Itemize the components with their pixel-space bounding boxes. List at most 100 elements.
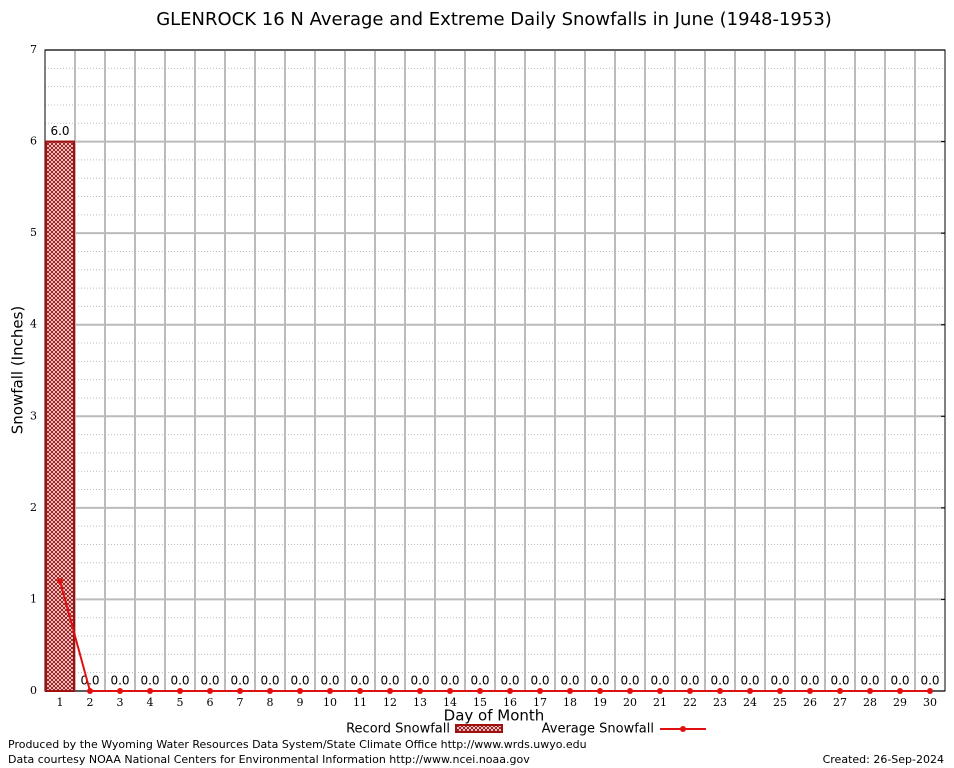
- average-marker: [627, 688, 633, 694]
- x-tick-label: 20: [623, 696, 637, 709]
- legend-swatch: [455, 724, 503, 733]
- average-marker: [117, 688, 123, 694]
- footer: Created: 26-Sep-2024: [823, 753, 944, 766]
- average-marker: [597, 688, 603, 694]
- average-marker: [57, 578, 63, 585]
- x-tick-label: 28: [863, 696, 877, 709]
- x-tick-label: 5: [177, 696, 184, 709]
- x-tick-label: 17: [533, 696, 547, 709]
- y-tick-label: 1: [30, 592, 37, 605]
- value-label: 0.0: [140, 674, 159, 688]
- y-tick-label: 4: [30, 318, 37, 331]
- y-tick-label: 2: [30, 501, 37, 514]
- value-label: 0.0: [800, 674, 819, 688]
- value-label: 0.0: [200, 674, 219, 688]
- average-marker: [777, 688, 783, 694]
- y-tick-label: 5: [30, 226, 37, 239]
- x-tick-label: 2: [87, 696, 94, 709]
- x-tick-label: 8: [267, 696, 274, 709]
- value-label: 0.0: [860, 674, 879, 688]
- value-label: 0.0: [890, 674, 909, 688]
- average-marker: [177, 688, 183, 694]
- average-marker: [357, 688, 363, 694]
- average-marker: [807, 688, 813, 694]
- x-axis-label: Day of Month: [444, 707, 545, 725]
- value-label: 6.0: [50, 124, 69, 138]
- x-tick-label: 3: [117, 696, 124, 709]
- x-tick-label: 18: [563, 696, 577, 709]
- average-marker: [747, 688, 753, 694]
- average-marker: [417, 688, 423, 694]
- bar: [45, 140, 75, 693]
- value-label: 0.0: [710, 674, 729, 688]
- x-tick-label: 15: [473, 696, 487, 709]
- x-tick-label: 26: [803, 696, 817, 709]
- value-label: 0.0: [410, 674, 429, 688]
- value-label: 0.0: [110, 674, 129, 688]
- x-tick-label: 25: [773, 696, 787, 709]
- average-marker: [837, 688, 843, 694]
- average-marker: [537, 688, 543, 694]
- value-label: 0.0: [170, 674, 189, 688]
- value-label: 0.0: [380, 674, 399, 688]
- value-label: 0.0: [770, 674, 789, 688]
- y-tick-label: 3: [30, 409, 37, 422]
- value-label: 0.0: [440, 674, 459, 688]
- value-label: 0.0: [620, 674, 639, 688]
- average-marker: [267, 688, 273, 694]
- x-tick-label: 10: [323, 696, 337, 709]
- average-marker: [717, 688, 723, 694]
- average-marker: [147, 688, 153, 694]
- footer: Produced by the Wyoming Water Resources …: [8, 738, 587, 751]
- legend-label: Average Snowfall: [542, 722, 654, 737]
- x-tick-label: 16: [503, 696, 517, 709]
- value-label: 0.0: [560, 674, 579, 688]
- y-tick-label: 6: [30, 135, 37, 148]
- x-tick-label: 11: [353, 696, 367, 709]
- average-line: [59, 580, 930, 692]
- x-tick-label: 23: [713, 696, 727, 709]
- x-tick-label: 19: [593, 696, 607, 709]
- x-tick-label: 14: [443, 696, 457, 709]
- value-label: 0.0: [80, 674, 99, 688]
- value-label: 0.0: [290, 674, 309, 688]
- value-label: 0.0: [590, 674, 609, 688]
- average-marker: [297, 688, 303, 694]
- value-label: 0.0: [350, 674, 369, 688]
- value-label: 0.0: [680, 674, 699, 688]
- x-tick-label: 24: [743, 696, 757, 709]
- x-tick-label: 13: [413, 696, 427, 709]
- x-tick-label: 21: [653, 696, 667, 709]
- x-tick-label: 30: [923, 696, 937, 709]
- average-marker: [207, 688, 213, 694]
- average-marker: [687, 688, 693, 694]
- x-tick-label: 6: [207, 696, 214, 709]
- value-label: 0.0: [830, 674, 849, 688]
- value-label: 0.0: [260, 674, 279, 688]
- average-marker: [507, 688, 513, 694]
- footer: Data courtesy NOAA National Centers for …: [8, 753, 530, 766]
- value-label: 0.0: [740, 674, 759, 688]
- x-tick-label: 12: [383, 696, 397, 709]
- x-tick-label: 4: [147, 696, 154, 709]
- value-label: 0.0: [320, 674, 339, 688]
- average-marker: [477, 688, 483, 694]
- legend-marker: [680, 726, 686, 732]
- x-tick-label: 22: [683, 696, 697, 709]
- value-label: 0.0: [530, 674, 549, 688]
- average-marker: [237, 688, 243, 694]
- x-tick-label: 27: [833, 696, 847, 709]
- y-axis-label: Snowfall (Inches): [9, 306, 27, 434]
- average-marker: [387, 688, 393, 694]
- x-tick-label: 7: [237, 696, 244, 709]
- value-label: 0.0: [650, 674, 669, 688]
- value-label: 0.0: [470, 674, 489, 688]
- average-marker: [927, 688, 933, 694]
- y-tick-label: 7: [30, 43, 37, 56]
- chart-title: GLENROCK 16 N Average and Extreme Daily …: [156, 9, 832, 30]
- legend-label: Record Snowfall: [346, 722, 450, 737]
- average-marker: [657, 688, 663, 694]
- value-label: 0.0: [230, 674, 249, 688]
